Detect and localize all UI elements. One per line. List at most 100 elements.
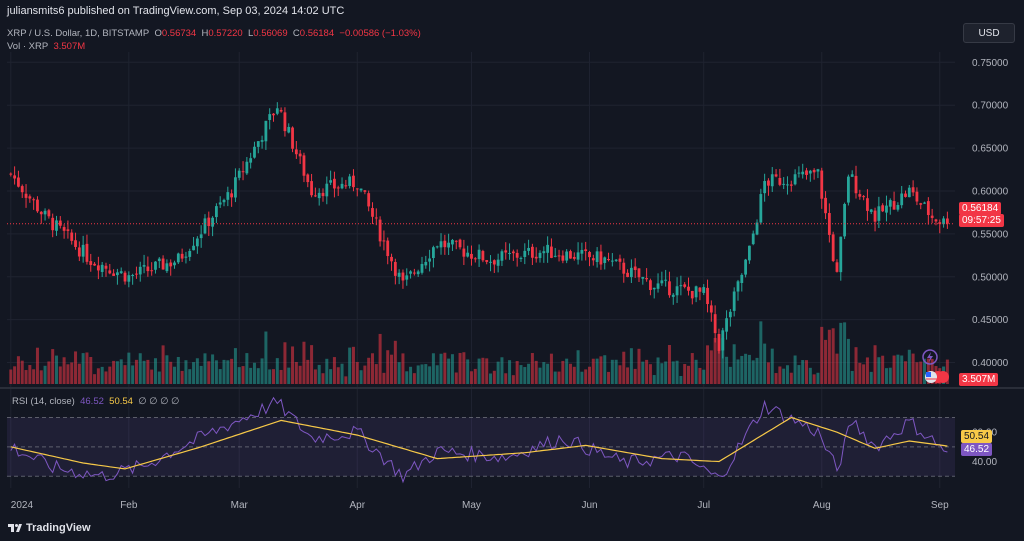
volume-bar (843, 322, 847, 384)
volume-bar (264, 331, 268, 384)
volume-bar (298, 365, 302, 384)
volume-bar (272, 369, 276, 384)
candle-body (409, 271, 412, 274)
symbol-label[interactable]: XRP / U.S. Dollar, 1D, BITSTAMP (7, 28, 150, 39)
candle-body (504, 250, 508, 253)
candle-body (744, 259, 748, 275)
candle-body (199, 234, 203, 239)
volume-bar (820, 326, 824, 384)
candle-body (203, 218, 207, 234)
candle-body (572, 256, 576, 259)
candle-body (184, 256, 188, 258)
volume-bar (641, 361, 645, 384)
volume-label[interactable]: Vol · XRP (7, 41, 49, 52)
volume-bar (344, 376, 348, 384)
candle-body (904, 193, 907, 197)
candle-body (340, 183, 344, 189)
candle-body (157, 258, 161, 262)
candle-body (664, 279, 668, 281)
currency-button[interactable]: USD (963, 23, 1015, 43)
volume-bar (633, 368, 637, 384)
rsi-line (10, 396, 948, 484)
volume-bar (534, 360, 538, 384)
candle-body (180, 253, 184, 259)
volume-bar (405, 371, 409, 384)
volume-bar (39, 370, 43, 384)
candle-body (447, 242, 451, 248)
volume-bar (108, 366, 112, 384)
candle-body (854, 175, 858, 194)
volume-bar (222, 359, 226, 384)
candles (7, 102, 955, 359)
rsi-label[interactable]: RSI (14, close) (12, 396, 75, 407)
volume-bar (873, 345, 877, 384)
volume-bar (542, 362, 546, 384)
candle-body (622, 262, 626, 274)
volume-bar (759, 321, 763, 384)
volume-bar (291, 346, 295, 384)
volume-bar (321, 373, 325, 384)
volume-bar (306, 359, 310, 384)
volume-bar (359, 370, 363, 384)
candle-body (561, 255, 565, 261)
candle-body (47, 210, 51, 217)
candle-body (112, 273, 116, 276)
candle-body (218, 202, 222, 205)
candle-body (668, 281, 671, 296)
volume-bar (340, 363, 344, 384)
candle-body (283, 112, 287, 132)
volume-bar (374, 364, 378, 384)
candle-body (397, 272, 401, 277)
candle-body (942, 218, 945, 225)
volume-bar (610, 359, 614, 384)
time-tick-label: Jun (581, 500, 597, 511)
candle-body (675, 286, 679, 296)
volume-bar (302, 341, 306, 384)
volume-bar (706, 345, 710, 384)
candle-body (751, 233, 755, 245)
candle-body (919, 203, 923, 205)
candle-body (900, 193, 904, 206)
open-label: O (154, 28, 162, 39)
candle-body (645, 278, 649, 280)
candle-body (131, 275, 135, 277)
candle-body (81, 244, 85, 257)
candle-body (253, 146, 256, 158)
tradingview-logo-icon[interactable] (8, 523, 22, 533)
candle-body (843, 204, 846, 237)
volume-bar (580, 371, 584, 384)
volume-bar (919, 361, 923, 384)
tradingview-brand[interactable]: TradingView (26, 522, 91, 534)
volume-bar (54, 355, 58, 384)
volume-bar (732, 344, 736, 384)
change-value: −0.00586 (−1.03%) (339, 28, 421, 39)
volume-bar (332, 357, 336, 384)
volume-bar (424, 364, 428, 384)
rsi-ma-value: 50.54 (109, 396, 133, 407)
candle-body (359, 188, 363, 191)
candle-body (481, 251, 485, 261)
candle-body (671, 294, 675, 297)
volume-bar (489, 373, 493, 384)
volume-bar (774, 373, 778, 384)
volume-bar (32, 369, 36, 384)
volume-bar (382, 372, 386, 384)
volume-bar (869, 371, 873, 384)
candle-body (702, 287, 706, 293)
volume-bar (637, 348, 641, 384)
volume-bar (192, 362, 196, 384)
volume-bar (782, 368, 786, 384)
candle-body (401, 272, 405, 281)
candle-body (789, 184, 793, 186)
volume-bar (260, 358, 264, 384)
candle-body (287, 126, 291, 133)
candle-body (211, 217, 214, 227)
candle-body (489, 261, 492, 263)
volume-bar (827, 329, 831, 384)
volume-bar (675, 360, 679, 384)
volume-bar (16, 356, 20, 384)
candle-body (96, 265, 100, 271)
price-tick-label: 0.70000 (972, 101, 1009, 112)
volume-bar (694, 359, 698, 384)
